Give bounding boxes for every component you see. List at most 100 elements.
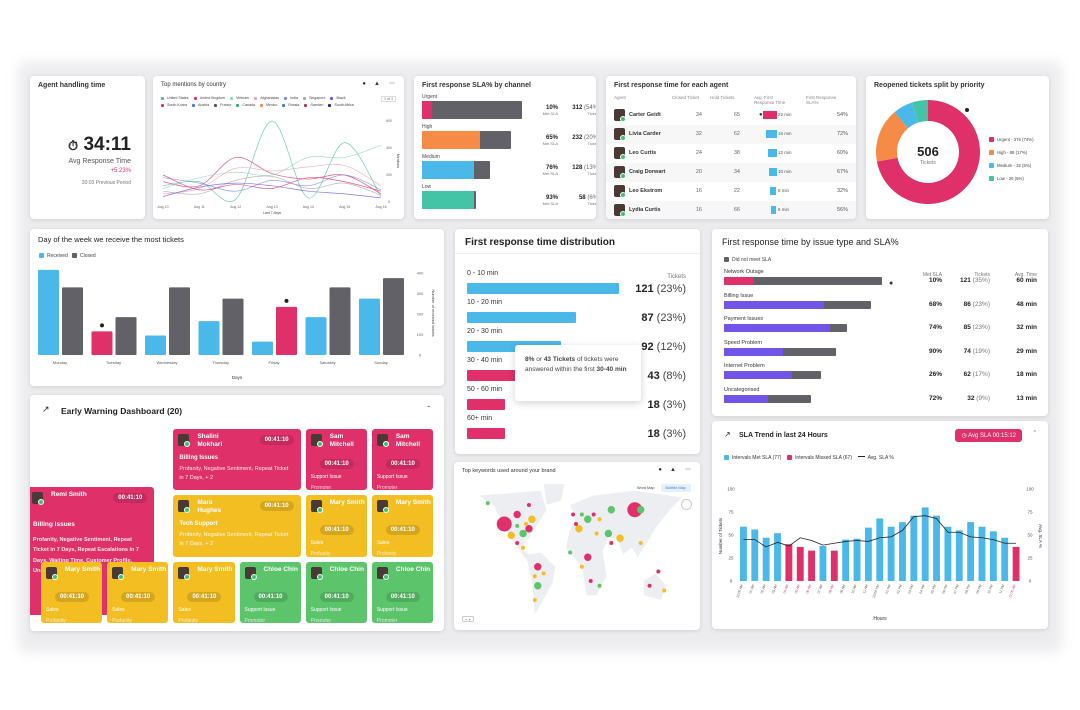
warning-card[interactable]: Shalini Mokhari 00:41:10 Billing Issues Pro… — [173, 429, 301, 491]
bubble-map[interactable] — [454, 462, 700, 630]
warning-card[interactable]: Chloe Chin 00:41:10 Support Issue Promoter — [305, 561, 367, 623]
column-header[interactable]: Agent — [614, 95, 626, 100]
legend-item[interactable]: Low - 26 (5%) — [989, 172, 1034, 185]
warning-card[interactable]: Mary Smith 00:41:10 Sales Profanity — [107, 561, 169, 623]
legend-item[interactable]: Singapore — [303, 96, 325, 100]
issue-bar[interactable] — [724, 277, 882, 285]
pin-icon[interactable]: ● — [759, 112, 763, 118]
warning-card[interactable]: Mary Smith 00:41:10 Sales Profanity — [371, 495, 433, 557]
y-tick-label: 600 — [386, 119, 392, 123]
legend-item[interactable]: Urgent - 376 (74%) — [989, 133, 1034, 146]
share-icon[interactable]: ▲ — [670, 467, 676, 473]
issue-bar[interactable] — [724, 347, 836, 356]
keyword-bubble — [515, 541, 520, 545]
timer: 00:41:10 — [113, 493, 148, 503]
channel-bar[interactable] — [422, 101, 522, 119]
channel-bar[interactable] — [422, 161, 490, 179]
warning-card[interactable]: Mary Smith 00:41:10 Sales Profanity — [41, 561, 103, 623]
warning-card[interactable]: Mary Smith 00:41:10 Sales Profanity — [305, 495, 367, 557]
avatar — [178, 434, 191, 447]
ticket-count: 92 — [641, 341, 654, 353]
distribution-bar[interactable] — [467, 341, 562, 352]
column-header[interactable]: Tickets — [974, 272, 990, 278]
issue-bar[interactable] — [724, 394, 811, 403]
range-label: 0 - 10 min — [467, 270, 499, 277]
legend-item[interactable]: Sweden — [304, 103, 323, 107]
legend-item[interactable]: Medium - 32 (6%) — [989, 159, 1034, 172]
x-tick-label: 01 PM — [885, 584, 892, 595]
column-header[interactable]: Avg. Time — [1014, 272, 1037, 278]
channel-row[interactable]: Medium 76%Met SLA 128 (13%)Tickets — [422, 154, 596, 184]
legend-item[interactable]: Canada — [236, 103, 255, 107]
hold-tickets: 34 — [733, 169, 740, 175]
collapse-icon[interactable]: ˆ — [1033, 431, 1036, 438]
table-row[interactable]: Lydia Curtis 16 66 6 min 56% — [606, 201, 856, 219]
met-sla-value: 76% — [545, 165, 558, 171]
column-header[interactable]: Hold Tickets — [710, 95, 735, 100]
warning-card[interactable]: Sam Mitchell 00:41:10 Support Issue Promote… — [305, 429, 367, 491]
share-icon[interactable]: ▲ — [374, 81, 380, 87]
table-row[interactable]: Leo Ekstrom 16 22 8 min 32% — [606, 182, 856, 201]
issue-bar[interactable] — [724, 324, 847, 332]
legend-item[interactable]: High - 88 (17%) — [989, 146, 1034, 159]
distribution-bar[interactable] — [467, 312, 577, 323]
legend-item[interactable]: Russia — [282, 103, 299, 107]
card-title: Top mentions by country — [161, 82, 227, 88]
legend-item[interactable]: South Korea — [161, 103, 187, 107]
table-row[interactable]: Craig Dorwart 20 34 10 min 67% — [606, 163, 856, 182]
legend-item[interactable]: India — [284, 96, 298, 100]
warning-card[interactable]: Sam Mitchell 00:41:10 Support Issue Promote… — [371, 429, 433, 491]
legend-item[interactable]: United Kingdom — [193, 96, 225, 100]
avg-sla-badge[interactable]: ◷ Avg SLA 00:15:12 — [955, 429, 1022, 442]
legend-swatch — [191, 104, 195, 107]
collapse-icon[interactable]: ˆ — [427, 405, 430, 414]
bar-met-sla — [921, 507, 929, 581]
table-row[interactable]: Livia Carder 32 62 16 min 72% — [606, 125, 856, 144]
legend-pager[interactable]: 1 of 3 — [381, 96, 396, 102]
channel-row[interactable]: Low 93%Met SLA 58 (6%)Tickets — [422, 184, 596, 214]
channel-row[interactable]: Urgent 10%Met SLA 312 (54%)Tickets — [422, 94, 596, 124]
warning-card[interactable]: Chloe Chin 00:41:10 Support Issue Promoter — [371, 561, 433, 623]
distribution-bar[interactable] — [467, 283, 619, 294]
distribution-bar[interactable] — [467, 399, 505, 410]
bubble-map-button[interactable]: Bubble Map — [660, 484, 691, 492]
legend-missed: Intervals Missed SLA (67) — [795, 455, 852, 461]
legend-item[interactable]: Vietnam — [230, 96, 249, 100]
issue-bar[interactable] — [724, 300, 871, 309]
legend-item[interactable]: Mexico — [259, 103, 277, 107]
table-row[interactable]: Carter Geidt 34 65 22 min 54% — [606, 106, 856, 125]
legend-item[interactable]: Afghanistan — [254, 96, 279, 100]
column-header[interactable]: Closed Ticket — [672, 95, 700, 100]
pin-icon[interactable]: ● — [362, 81, 366, 87]
issue-bar[interactable] — [724, 371, 821, 379]
reset-zoom-button[interactable] — [681, 499, 692, 510]
warning-card[interactable]: Mary Smith 00:41:10 Sales Profanity — [173, 561, 235, 623]
legend-item[interactable]: Austria — [191, 103, 209, 107]
distribution-bar[interactable] — [467, 428, 505, 439]
column-header[interactable]: First Response SLA% — [806, 95, 837, 105]
table-row[interactable]: Leo Curtis 24 38 12 min 60% — [606, 144, 856, 163]
word-map-button[interactable]: Word Map — [637, 486, 655, 490]
pin-icon[interactable]: ● — [658, 467, 662, 473]
column-header[interactable]: Met SLA — [922, 272, 942, 278]
pin-icon[interactable]: ● — [889, 280, 894, 287]
legend-item[interactable]: South Africa — [328, 103, 354, 107]
met-sla: 93% Met SLA — [538, 195, 558, 206]
bar-met-sla — [853, 538, 861, 581]
channel-bar[interactable] — [422, 131, 511, 149]
distribution-bar[interactable] — [467, 370, 522, 381]
trend-icon: ↗ — [42, 404, 50, 414]
channel-bar[interactable] — [422, 191, 476, 209]
column-header[interactable]: Avg. First Response Time — [754, 95, 786, 105]
more-icon[interactable]: ⋯ — [389, 81, 395, 87]
avatar — [310, 434, 323, 447]
legend-item[interactable]: France — [214, 103, 231, 107]
legend-item[interactable]: United States — [161, 96, 189, 100]
more-icon[interactable]: ⋯ — [685, 467, 691, 473]
channel-label: High — [422, 124, 433, 130]
channel-row[interactable]: High 65%Met SLA 232 (20%)Tickets — [422, 124, 596, 154]
warning-card[interactable]: Chloe Chin 00:41:10 Support Issue Promoter — [239, 561, 301, 623]
zoom-control[interactable]: − + — [462, 616, 474, 622]
legend-item[interactable]: Brazil — [330, 96, 345, 100]
warning-card[interactable]: Mara Hughes 00:41:10 Tech Support Profanity… — [173, 495, 301, 557]
